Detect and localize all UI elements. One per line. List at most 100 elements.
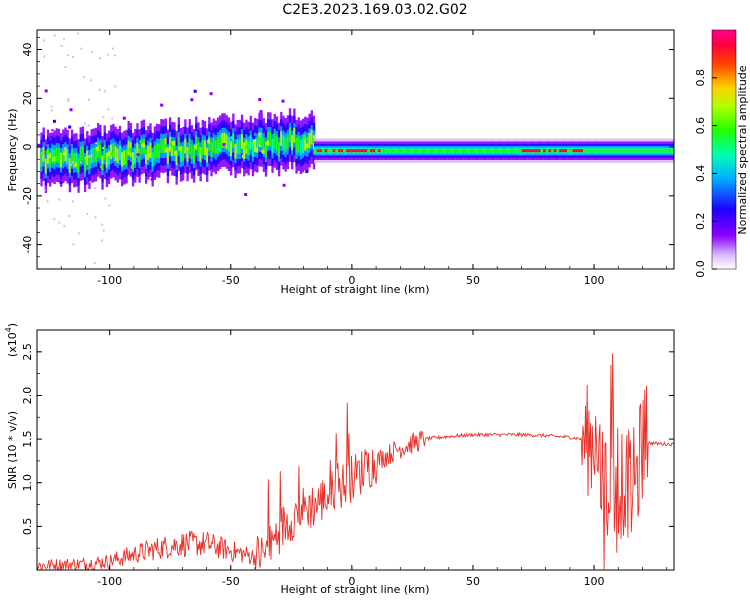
- heatmap-cell: [234, 143, 237, 159]
- colorbar-tick-label: 0.0: [694, 260, 707, 278]
- heatmap-cell: [297, 136, 300, 152]
- snr-x-tick-label: -50: [222, 575, 240, 588]
- heatmap-peak-cell: [548, 149, 552, 153]
- heatmap-cell: [612, 149, 616, 153]
- heatmap-cell: [49, 152, 52, 168]
- heatmap-peak-cell: [572, 149, 576, 153]
- snr-series-line: [37, 353, 674, 570]
- heatmap-speck: [258, 98, 262, 102]
- heatmap-speck: [46, 200, 49, 203]
- heatmap-cell: [391, 149, 395, 153]
- heatmap-cell: [330, 149, 333, 153]
- heatmap-cell: [44, 158, 48, 174]
- heatmap-cell: [160, 138, 163, 154]
- heatmap-peak-cell: [580, 149, 584, 153]
- heatmap-cell: [668, 149, 672, 153]
- heatmap-cell: [516, 149, 520, 153]
- heatmap-peak-cell: [537, 149, 541, 153]
- heatmap-cell: [223, 132, 226, 148]
- heatmap-cell: [94, 147, 98, 162]
- heatmap-cell: [158, 143, 161, 159]
- heatmap-cell: [249, 135, 252, 150]
- heatmap-peak-cell: [338, 149, 341, 153]
- heatmap-peak-cell: [361, 149, 365, 153]
- heatmap-speck: [94, 187, 97, 190]
- heatmap-cell: [652, 149, 656, 153]
- heatmap-cell: [240, 134, 244, 149]
- heatmap-peak-cell: [529, 149, 533, 153]
- heatmap-cell: [73, 153, 76, 168]
- heatmap-cell: [604, 149, 608, 153]
- heatmap-cell: [269, 131, 272, 147]
- heatmap-cell: [599, 149, 602, 153]
- heatmap-cell: [112, 143, 115, 158]
- heatmap-speck: [101, 223, 104, 226]
- heatmap-peak-cell: [354, 149, 357, 153]
- heatmap-cell: [508, 149, 512, 153]
- heatmap-cell: [409, 149, 413, 153]
- heatmap-cell: [620, 149, 624, 153]
- heatmap-speck: [98, 57, 101, 60]
- colorbar-gradient: [711, 29, 737, 270]
- heatmap-speck: [252, 136, 256, 140]
- heatmap-cell: [214, 139, 218, 155]
- heatmap-cell: [615, 149, 618, 153]
- heatmap-speck: [281, 99, 285, 103]
- heatmap-speck: [93, 261, 96, 264]
- heatmap-x-tick-label: -50: [222, 274, 240, 287]
- heatmap-peak-cell: [377, 149, 381, 153]
- heatmap-speck: [72, 161, 75, 164]
- heatmap-speck: [88, 155, 91, 158]
- heatmap-cell: [123, 150, 126, 165]
- snr-y-axis-label: SNR (10 * v/v): [6, 411, 19, 489]
- heatmap-cell: [66, 149, 69, 164]
- heatmap-cell: [623, 149, 626, 153]
- heatmap-cell: [243, 142, 246, 157]
- heatmap-cell: [51, 148, 54, 164]
- heatmap-peak-cell: [535, 149, 539, 153]
- heatmap-peak-cell: [564, 149, 568, 153]
- heatmap-cell: [136, 142, 139, 158]
- heatmap-peak-cell: [316, 149, 320, 153]
- heatmap-cell: [201, 139, 204, 155]
- heatmap-speck: [103, 90, 106, 93]
- heatmap-cell: [153, 145, 157, 161]
- heatmap-speck: [50, 105, 53, 108]
- heatmap-cell: [253, 137, 257, 153]
- colorbar-tick-label: 0.4: [694, 165, 707, 183]
- heatmap-x-tick-label: -100: [97, 274, 122, 287]
- heatmap-cell: [385, 149, 389, 153]
- heatmap-peak-cell: [559, 149, 563, 153]
- heatmap-speck: [122, 116, 126, 120]
- heatmap-cell: [188, 138, 191, 154]
- heatmap-cell: [468, 149, 472, 153]
- heatmap-y-tick-label: -40: [21, 236, 34, 254]
- heatmap-cell: [428, 149, 432, 153]
- heatmap-speck: [76, 32, 79, 35]
- heatmap-speck: [42, 39, 45, 42]
- heatmap-cell: [103, 144, 106, 160]
- heatmap-cell: [144, 149, 148, 165]
- heatmap-speck: [64, 147, 67, 150]
- heatmap-speck: [102, 115, 105, 118]
- heatmap-cell: [375, 149, 379, 153]
- heatmap-cell: [671, 149, 674, 153]
- heatmap-cell: [212, 138, 215, 153]
- heatmap-speck: [60, 44, 63, 47]
- heatmap-cell: [473, 149, 477, 153]
- heatmap-speck: [58, 221, 61, 224]
- chart-title: C2E3.2023.169.03.02.G02: [282, 2, 468, 18]
- snr-x-tick-label: 100: [584, 575, 605, 588]
- heatmap-cell: [79, 146, 82, 162]
- heatmap-cell: [184, 138, 187, 154]
- heatmap-cell: [556, 149, 560, 153]
- heatmap-cell: [455, 149, 459, 153]
- heatmap-cell: [660, 149, 664, 153]
- heatmap-speck: [90, 50, 93, 53]
- heatmap-speck: [108, 204, 111, 207]
- heatmap-y-tick-label: 20: [21, 91, 34, 105]
- snr-x-axis-label: Height of straight line (km): [280, 583, 429, 596]
- snr-y-tick-label: 2.5: [21, 343, 34, 361]
- heatmap-cell: [251, 142, 255, 157]
- heatmap-cell: [127, 140, 130, 156]
